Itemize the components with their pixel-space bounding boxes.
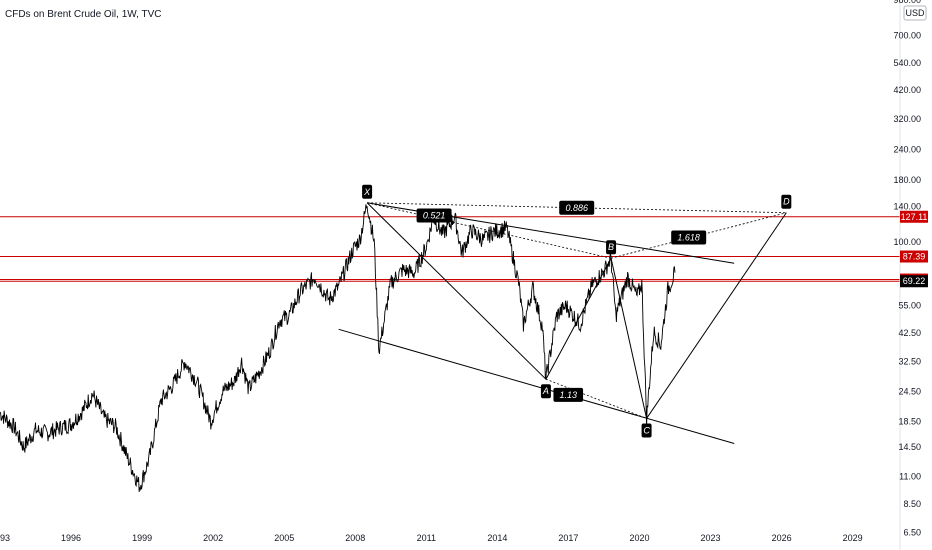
pattern-leg-xa[interactable] bbox=[366, 202, 547, 380]
y-tick-label: 32.50 bbox=[898, 356, 921, 366]
y-tick-label: 55.00 bbox=[898, 301, 921, 311]
pattern-leg-cd[interactable] bbox=[646, 212, 787, 419]
y-tick-label: 180.00 bbox=[893, 175, 921, 185]
y-tick-label: 42.50 bbox=[898, 328, 921, 338]
y-tick-label: 540.00 bbox=[893, 58, 921, 68]
point-label-d: D bbox=[783, 197, 790, 207]
y-tick-label: 14.50 bbox=[898, 442, 921, 452]
x-tick-label: 2014 bbox=[487, 533, 507, 543]
y-tick-label: 8.50 bbox=[903, 499, 921, 509]
x-tick-label: 1999 bbox=[132, 533, 152, 543]
y-tick-label: 240.00 bbox=[893, 144, 921, 154]
plot-area[interactable]: 0.886 0.521 1.618 1.13 X A B C D bbox=[0, 184, 900, 492]
x-tick-label: 2020 bbox=[629, 533, 649, 543]
point-label-a: A bbox=[542, 386, 549, 396]
pattern-leg-bc[interactable] bbox=[610, 258, 648, 419]
level-value-0: 127.11 bbox=[901, 212, 928, 222]
x-tick-label: 2005 bbox=[274, 533, 294, 543]
level-value-3: 69.22 bbox=[903, 276, 926, 286]
level-badge-0 bbox=[900, 210, 928, 223]
ratio-label-bg-0 bbox=[559, 200, 595, 215]
point-label-b: B bbox=[608, 242, 614, 252]
ratio-label-bg-2 bbox=[671, 230, 707, 245]
x-tick-label: 2011 bbox=[417, 533, 436, 543]
y-tick-label: 980.00 bbox=[893, 0, 921, 5]
currency-badge[interactable]: USD bbox=[903, 5, 927, 21]
currency-badge-frame bbox=[903, 5, 927, 21]
point-label-c: C bbox=[643, 425, 650, 435]
point-label-x: X bbox=[363, 187, 371, 197]
x-tick-label: 2002 bbox=[203, 533, 223, 543]
chart-title: CFDs on Brent Crude Oil, 1W, TVC bbox=[5, 9, 162, 20]
x-tick-label: 2017 bbox=[558, 533, 578, 543]
currency-label: USD bbox=[905, 8, 925, 18]
y-tick-label: 420.00 bbox=[893, 85, 921, 95]
ratio-label-2: 1.618 bbox=[677, 232, 700, 242]
y-tick-label: 320.00 bbox=[893, 114, 921, 124]
y-tick-label: 100.00 bbox=[893, 237, 921, 247]
price-series-line[interactable] bbox=[0, 204, 676, 492]
y-tick-label: 6.50 bbox=[903, 527, 921, 537]
ratio-label-bg-3 bbox=[553, 387, 584, 402]
y-tick-label: 18.50 bbox=[898, 416, 921, 426]
pattern-leg-ab[interactable] bbox=[545, 257, 612, 380]
ratio-label-0: 0.886 bbox=[565, 203, 588, 213]
level-badge-1 bbox=[900, 250, 928, 263]
ratio-label-1: 0.521 bbox=[423, 210, 446, 220]
point-label-bg-d bbox=[781, 194, 792, 209]
point-label-bg-c bbox=[641, 423, 652, 438]
y-tick-label: 24.50 bbox=[898, 386, 921, 396]
x-tick-label: 1993 bbox=[0, 533, 10, 543]
point-label-bg-a bbox=[540, 384, 551, 399]
level-badge-3 bbox=[900, 275, 928, 288]
y-tick-label: 700.00 bbox=[893, 31, 921, 41]
y-tick-label: 11.00 bbox=[899, 471, 921, 481]
x-tick-label: 2026 bbox=[772, 533, 792, 543]
ratio-label-3: 1.13 bbox=[559, 390, 577, 400]
x-tick-label: 1996 bbox=[61, 533, 81, 543]
x-tick-label: 2008 bbox=[345, 533, 365, 543]
point-label-bg-x bbox=[362, 184, 373, 199]
level-value-1: 87.39 bbox=[903, 252, 926, 262]
point-label-bg-b bbox=[606, 240, 617, 255]
x-tick-label: 2023 bbox=[701, 533, 721, 543]
x-tick-label: 2029 bbox=[843, 533, 863, 543]
ratio-label-bg-1 bbox=[416, 208, 452, 223]
trendline-1[interactable] bbox=[338, 328, 735, 445]
y-tick-label: 140.00 bbox=[893, 202, 921, 212]
pattern-ratio-line-xb[interactable] bbox=[367, 202, 612, 259]
